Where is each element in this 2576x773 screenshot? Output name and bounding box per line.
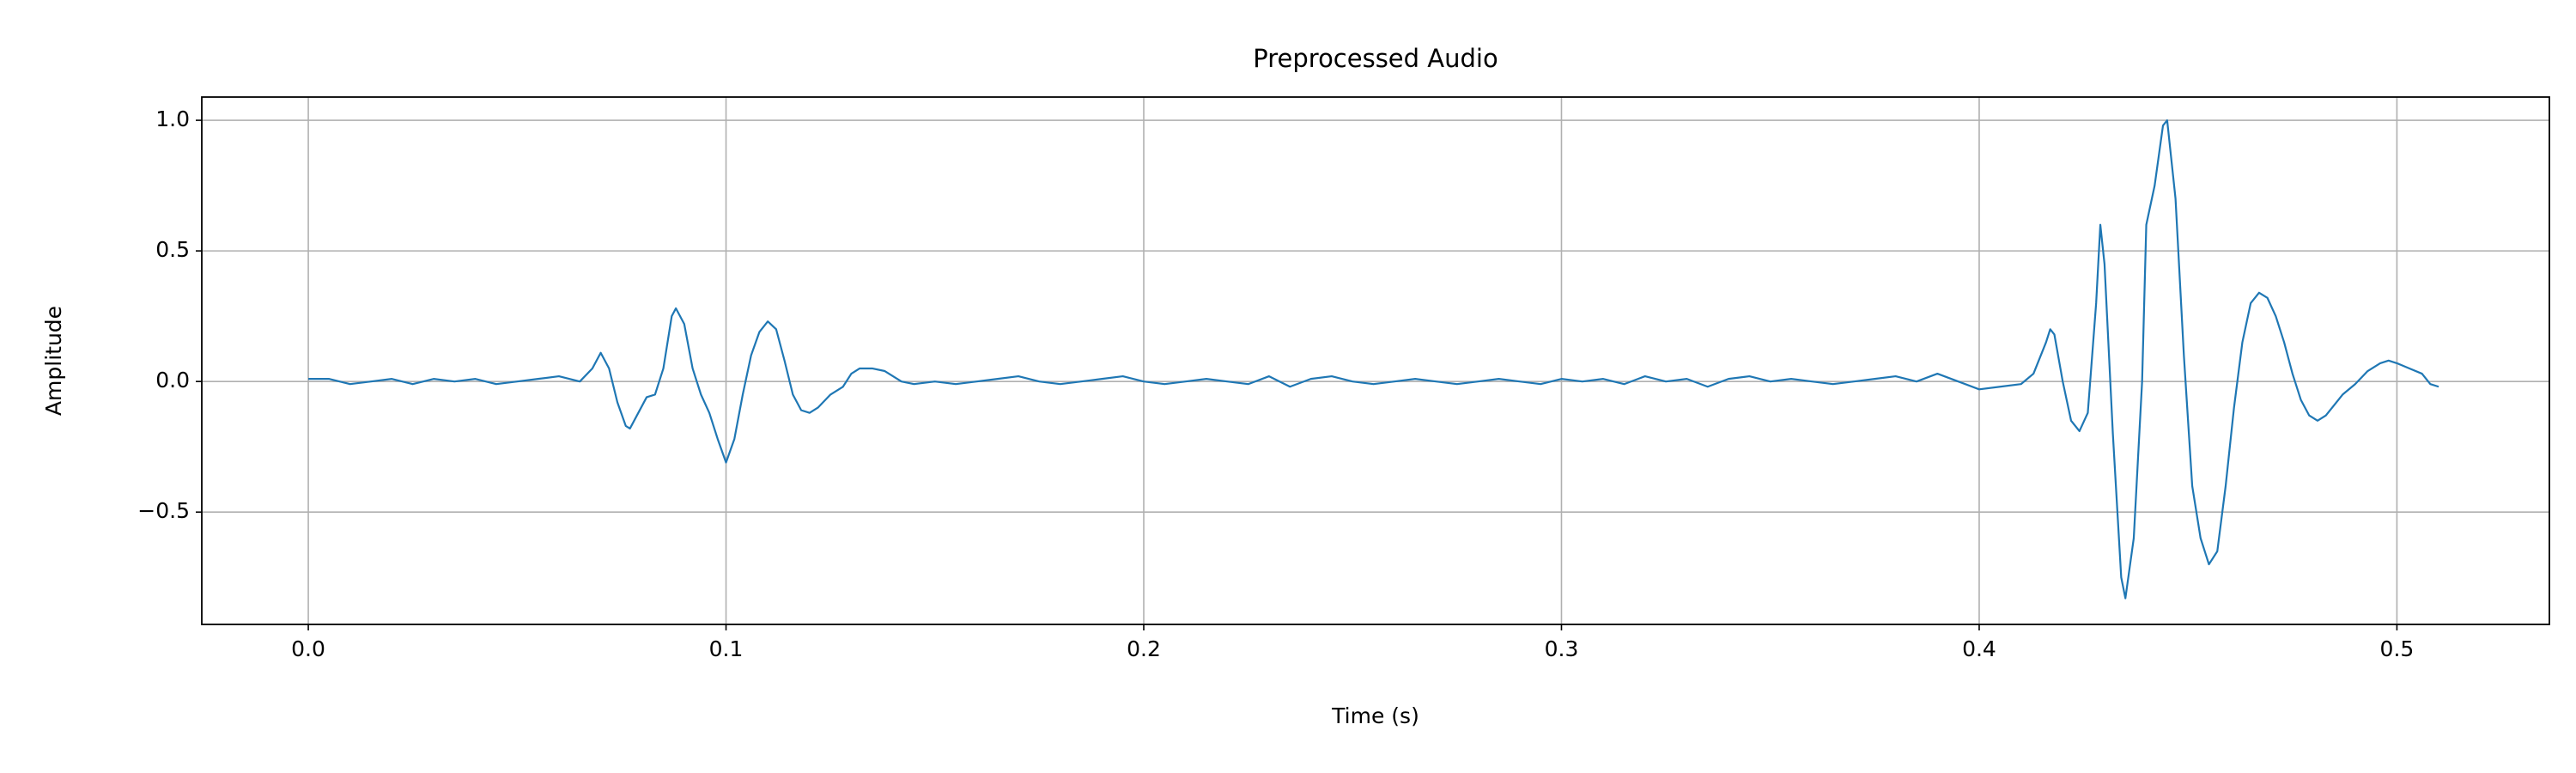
x-tick-label: 0.5 [2380, 636, 2415, 661]
chart-title: Preprocessed Audio [1253, 44, 1498, 73]
y-tick-label: 0.5 [155, 237, 190, 262]
waveform-line [308, 119, 2439, 600]
plot-frame [201, 96, 2550, 625]
y-tick-label: 1.0 [155, 107, 190, 131]
y-axis-label: Amplitude [41, 306, 66, 416]
x-tick-label: 0.3 [1545, 636, 1579, 661]
x-tick-label: 0.2 [1127, 636, 1161, 661]
x-tick-label: 0.0 [291, 636, 325, 661]
y-tick-label: 0.0 [155, 368, 190, 393]
x-tick-label: 0.4 [1962, 636, 1996, 661]
x-axis-label: Time (s) [1331, 703, 1419, 728]
x-tick-label: 0.1 [709, 636, 744, 661]
y-tick-label: −0.5 [137, 498, 190, 523]
